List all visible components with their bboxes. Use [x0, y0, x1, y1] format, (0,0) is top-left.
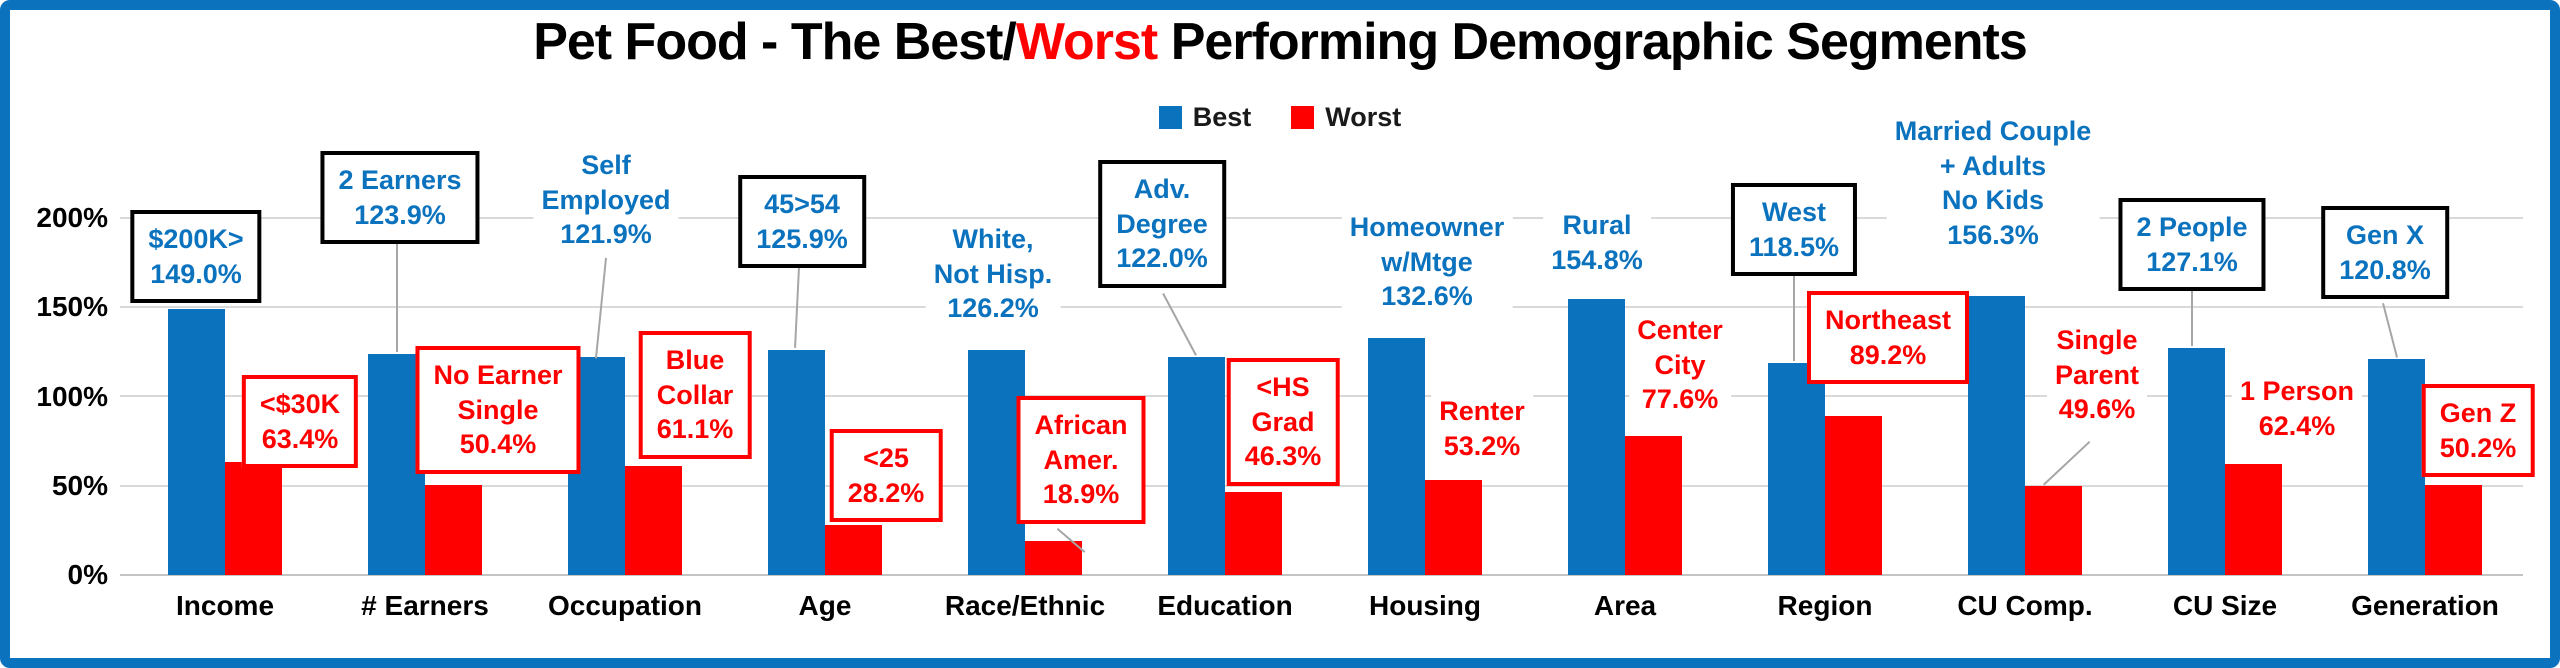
bar-group-education [1125, 218, 1325, 575]
annotation-worst-generation: Gen Z 50.2% [2421, 384, 2535, 478]
annotation-best-education: Adv. Degree 122.0% [1098, 160, 1226, 288]
x-label-income: Income [175, 590, 275, 621]
bar-worst-generation [2425, 485, 2482, 575]
bar-group-generation [2325, 218, 2525, 575]
annotation-best-age: 45>54 125.9% [738, 175, 866, 269]
bar-best-cu-comp [1968, 296, 2025, 575]
bar-worst-cu-size [2225, 463, 2282, 575]
x-label-area: Area [1593, 590, 1657, 621]
bar-best-age [768, 350, 825, 575]
bar-best-cu-size [2168, 348, 2225, 575]
annotation-worst-education: <HS Grad 46.3% [1226, 358, 1340, 486]
bar-worst-cu-comp [2025, 486, 2082, 575]
annotation-best-earners: 2 Earners 123.9% [320, 151, 480, 245]
legend: Best Worst [0, 102, 2560, 133]
bar-worst-occupation [625, 465, 682, 575]
annotation-worst-age: <25 28.2% [829, 429, 943, 523]
annotation-best-income: $200K> 149.0% [130, 210, 262, 304]
title-highlight: Worst [1015, 13, 1158, 71]
leader-best-region [1793, 273, 1795, 361]
x-label-age: Age [798, 590, 852, 621]
annotation-best-housing: Homeowner w/Mtge 132.6% [1341, 208, 1513, 316]
y-axis-label-50: 50% [51, 470, 108, 501]
bar-worst-housing [1425, 480, 1482, 575]
bar-best-region [1768, 363, 1825, 575]
bar-worst-race [1025, 541, 1082, 575]
annotation-worst-area: Center City 77.6% [1629, 311, 1731, 419]
title-prefix: Pet Food - The Best/ [533, 13, 1017, 71]
annotation-worst-income: <$30K 63.4% [241, 375, 359, 469]
x-label-generation: Generation [2351, 590, 2499, 621]
x-axis-line [120, 574, 2523, 576]
gridline-200 [120, 217, 2523, 219]
bar-best-income [168, 309, 225, 575]
bar-worst-earners [425, 485, 482, 575]
bar-worst-age [825, 524, 882, 575]
annotation-best-cu-comp: Married Couple + Adults No Kids 156.3% [1886, 112, 2100, 255]
annotation-best-generation: Gen X 120.8% [2321, 206, 2449, 300]
bar-group-cu-comp [1925, 218, 2125, 575]
x-label-occupation: Occupation [547, 590, 702, 621]
chart-title: Pet Food - The Best/Worst Performing Dem… [0, 12, 2560, 72]
y-axis-label-200: 200% [36, 202, 108, 233]
leader-best-earners [396, 243, 398, 352]
bar-best-education [1168, 357, 1225, 575]
annotation-best-occupation: Self Employed 121.9% [533, 146, 679, 254]
bar-best-housing [1368, 338, 1425, 575]
bar-worst-area [1625, 436, 1682, 575]
x-label-earners: # Earners [361, 590, 489, 621]
legend-best-swatch [1158, 106, 1182, 129]
annotation-worst-occupation: Blue Collar 61.1% [638, 331, 752, 459]
bar-group-region [1725, 218, 1925, 575]
bar-group-earners [325, 218, 525, 575]
legend-item-worst: Worst [1291, 102, 1401, 133]
title-suffix: Performing Demographic Segments [1157, 13, 2028, 71]
bar-group-age [725, 218, 925, 575]
x-label-cu-comp: CU Comp. [1957, 590, 2093, 621]
gridline-50 [120, 485, 2523, 487]
y-axis-label-0: 0% [67, 559, 108, 590]
x-label-region: Region [1777, 590, 1873, 621]
legend-worst-label: Worst [1325, 102, 1402, 132]
bar-worst-region [1825, 415, 1882, 575]
bar-worst-income [225, 461, 282, 575]
x-label-education: Education [1157, 590, 1293, 621]
annotation-worst-race: African Amer. 18.9% [1016, 396, 1146, 524]
bar-group-income [125, 218, 325, 575]
annotation-best-area: Rural 154.8% [1543, 206, 1651, 280]
annotation-worst-cu-comp: Single Parent 49.6% [2046, 321, 2148, 429]
bar-best-generation [2368, 359, 2425, 575]
bar-group-area [1525, 218, 1725, 575]
bar-best-area [1568, 298, 1625, 575]
x-label-cu-size: CU Size [2172, 590, 2278, 621]
gridline-150 [120, 306, 2523, 308]
y-axis-label-150: 150% [36, 291, 108, 322]
bar-best-race [968, 349, 1025, 575]
legend-worst-swatch [1291, 106, 1315, 129]
bar-group-cu-size [2125, 218, 2325, 575]
x-label-housing: Housing [1369, 590, 1481, 621]
plot-area [125, 218, 2525, 575]
y-axis-label-100: 100% [36, 381, 108, 412]
annotation-best-region: West 118.5% [1730, 183, 1858, 277]
annotation-best-cu-size: 2 People 127.1% [2118, 198, 2266, 292]
annotation-worst-earners: No Earner Single 50.4% [415, 346, 581, 474]
annotation-worst-housing: Renter 53.2% [1431, 392, 1533, 466]
bar-group-housing [1325, 218, 1525, 575]
leader-best-cu-size [2191, 290, 2193, 346]
bar-worst-education [1225, 492, 1282, 575]
annotation-worst-cu-size: 1 Person 62.4% [2231, 372, 2363, 446]
annotation-worst-region: Northeast 89.2% [1806, 291, 1970, 385]
legend-best-label: Best [1192, 102, 1252, 132]
x-label-race: Race/Ethnic [944, 590, 1106, 621]
bar-group-race [925, 218, 1125, 575]
annotation-best-race: White, Not Hisp. 126.2% [925, 220, 1061, 328]
legend-item-best: Best [1158, 102, 1252, 133]
x-axis: Income # Earners Occupation Age Race/Eth… [125, 590, 2525, 622]
